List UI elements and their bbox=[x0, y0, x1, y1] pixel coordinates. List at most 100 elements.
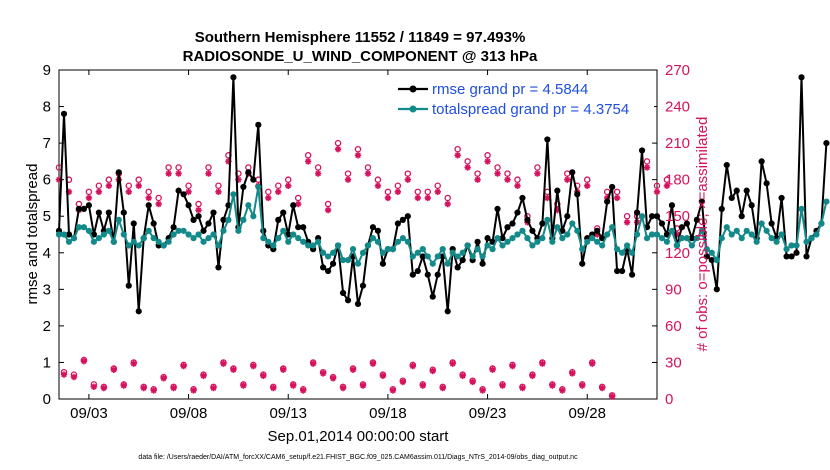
obs-assimilated-stroke bbox=[170, 385, 177, 391]
obs-assimilated-stroke bbox=[395, 189, 401, 195]
spread-point bbox=[653, 231, 661, 238]
obs-assimilated-stroke bbox=[410, 363, 416, 369]
rmse-point bbox=[409, 271, 416, 278]
rmse-point bbox=[434, 271, 441, 278]
y-right-tick-label: 150 bbox=[665, 208, 690, 225]
obs-assimilated-stroke bbox=[91, 384, 97, 390]
rmse-point bbox=[594, 227, 601, 234]
obs-assimilated-stroke bbox=[469, 379, 476, 385]
obs-assimilated-marker bbox=[589, 360, 596, 367]
rmse-point bbox=[145, 202, 152, 209]
obs-assimilated-marker bbox=[100, 384, 108, 392]
obs-assimilated-stroke bbox=[250, 363, 257, 369]
spread-point bbox=[225, 216, 232, 223]
rmse-point bbox=[85, 202, 92, 209]
rmse-point bbox=[300, 224, 307, 231]
rmse-point bbox=[354, 300, 362, 308]
rmse-point bbox=[255, 121, 262, 128]
obs-assimilated-stroke bbox=[509, 363, 516, 369]
rmse-point bbox=[419, 253, 426, 260]
rmse-point bbox=[798, 74, 805, 81]
spread-point bbox=[280, 227, 287, 234]
spread-point bbox=[165, 238, 172, 245]
spread-point bbox=[763, 227, 770, 234]
spread-point bbox=[434, 253, 441, 260]
spread-point bbox=[589, 235, 596, 242]
rmse-point bbox=[115, 169, 122, 176]
rmse-point bbox=[604, 198, 611, 205]
spread-point bbox=[414, 249, 421, 256]
rmse-point bbox=[718, 205, 725, 213]
spread-point bbox=[594, 238, 601, 245]
rmse-point bbox=[559, 227, 566, 234]
obs-assimilated-marker bbox=[519, 384, 526, 392]
spread-point bbox=[374, 238, 382, 245]
obs-assimilated-marker bbox=[80, 358, 88, 365]
spread-point bbox=[609, 224, 616, 231]
series-layer bbox=[55, 74, 830, 315]
obs-assimilated-stroke bbox=[380, 373, 386, 379]
obs-possible-marker bbox=[374, 176, 382, 183]
rmse-point bbox=[708, 256, 715, 264]
spread-point bbox=[688, 242, 695, 249]
obs-possible-marker bbox=[514, 176, 521, 183]
spread-point bbox=[564, 231, 571, 238]
obs-possible-marker bbox=[185, 182, 192, 190]
y-tick-label: 4 bbox=[43, 245, 51, 262]
obs-possible-marker bbox=[304, 152, 312, 159]
spread-point bbox=[733, 227, 740, 234]
spread-point bbox=[285, 238, 292, 245]
rmse-point bbox=[569, 169, 576, 176]
obs-possible-marker bbox=[653, 182, 661, 190]
obs-assimilated-stroke bbox=[230, 366, 237, 373]
obs-assimilated-stroke bbox=[200, 373, 207, 379]
spread-point bbox=[778, 231, 785, 238]
obs-assimilated-stroke bbox=[424, 195, 431, 201]
y-tick-label: 8 bbox=[43, 99, 51, 116]
spread-point bbox=[404, 238, 411, 245]
obs-possible-marker bbox=[175, 164, 182, 171]
rmse-point bbox=[150, 220, 157, 227]
spread-point bbox=[364, 242, 372, 249]
obs-assimilated-marker bbox=[439, 384, 446, 392]
rmse-point bbox=[424, 271, 431, 278]
rmse-point bbox=[738, 213, 745, 220]
legend-spread-label: totalspread grand pr = 4.3754 bbox=[432, 101, 629, 118]
obs-assimilated-marker bbox=[275, 188, 282, 196]
spread-point bbox=[300, 238, 307, 245]
obs-assimilated-marker bbox=[499, 382, 506, 389]
obs-assimilated-stroke bbox=[310, 360, 316, 367]
obs-assimilated-marker bbox=[155, 200, 162, 208]
x-axis-label: Sep.01,2014 00:00:00 start bbox=[268, 428, 450, 445]
rmse-point bbox=[633, 209, 641, 216]
rmse-point bbox=[429, 293, 436, 300]
rmse-point bbox=[554, 187, 561, 194]
rmse-point bbox=[728, 194, 735, 202]
obs-assimilated-marker bbox=[339, 384, 347, 392]
obs-assimilated-stroke bbox=[534, 170, 541, 177]
rmse-point bbox=[369, 224, 377, 231]
y-tick-label: 9 bbox=[43, 62, 51, 79]
legend-box bbox=[396, 77, 654, 119]
rmse-point bbox=[125, 282, 132, 289]
spread-point bbox=[60, 231, 68, 238]
obs-assimilated-stroke bbox=[549, 382, 556, 389]
obs-assimilated-stroke bbox=[370, 360, 376, 367]
rmse-point bbox=[693, 216, 700, 223]
obs-possible-marker bbox=[613, 188, 621, 196]
obs-assimilated-stroke bbox=[175, 170, 182, 177]
obs-assimilated-marker bbox=[444, 200, 451, 208]
rmse-point bbox=[514, 209, 521, 216]
rmse-point bbox=[628, 271, 636, 278]
spread-point bbox=[230, 191, 237, 198]
obs-assimilated-stroke bbox=[529, 373, 536, 379]
rmse-point bbox=[240, 183, 247, 191]
rmse-point bbox=[504, 224, 511, 231]
rmse-point bbox=[130, 220, 137, 227]
obs-assimilated-stroke bbox=[444, 201, 451, 207]
obs-assimilated-stroke bbox=[130, 360, 137, 367]
obs-assimilated-stroke bbox=[654, 189, 660, 195]
obs-possible-marker bbox=[663, 176, 671, 183]
y-right-tick-label: 90 bbox=[665, 281, 682, 298]
spread-point bbox=[638, 213, 646, 220]
